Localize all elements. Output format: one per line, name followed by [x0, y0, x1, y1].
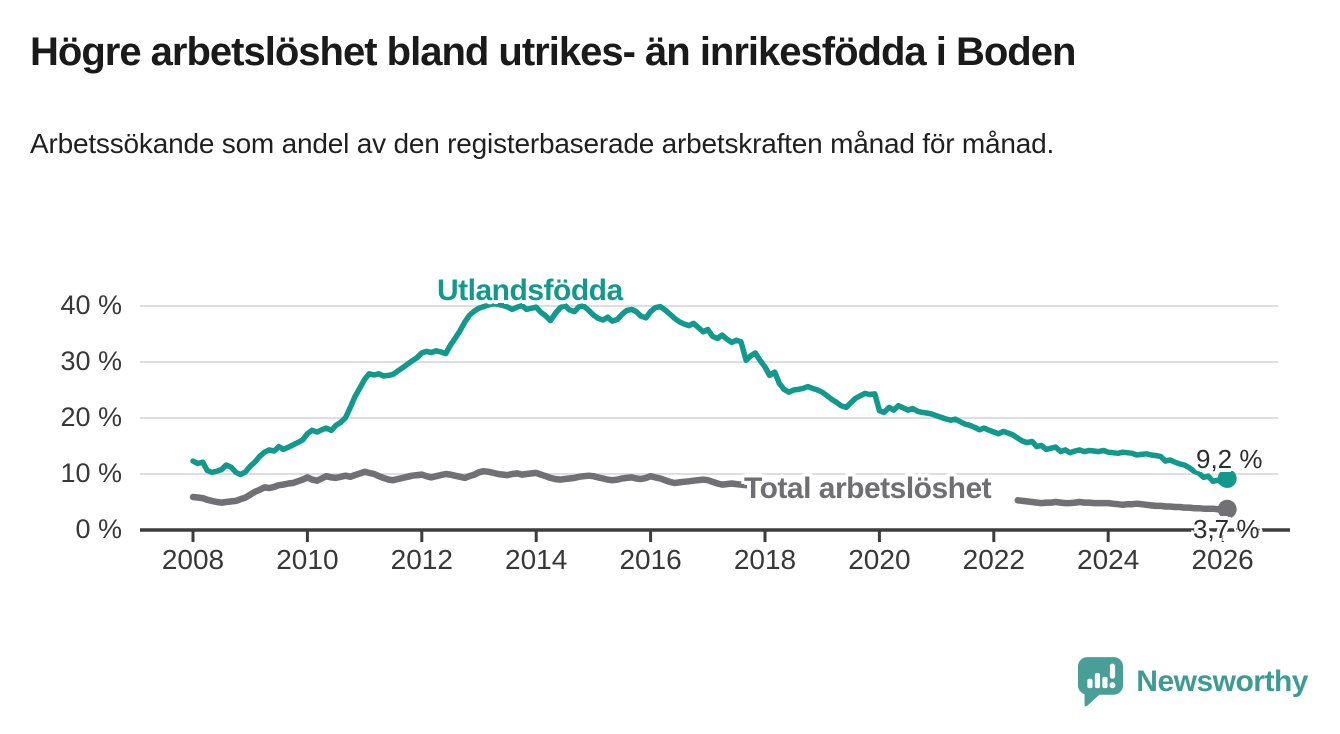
x-axis-tick-label: 2010: [276, 544, 339, 575]
y-axis-tick-label: 20 %: [60, 402, 122, 432]
chart-subtitle: Arbetssökande som andel av den registerb…: [30, 128, 1055, 159]
series-line: [190, 301, 1230, 486]
end-value-label-utlandsfodda: 9,2 %: [1196, 444, 1263, 474]
series-line: [1014, 497, 1231, 513]
y-axis-tick-label: 10 %: [60, 458, 122, 488]
series-label-total-arbetsloshet: Total arbetslöshet: [744, 472, 992, 505]
x-axis-tick-label: 2020: [848, 544, 911, 575]
x-axis-tick-label: 2024: [1077, 544, 1140, 575]
x-axis-tick-label: 2012: [390, 544, 453, 575]
series-line: [189, 467, 750, 506]
x-axis-tick-label: 2018: [733, 544, 797, 575]
x-axis-tick-label: 2016: [619, 544, 682, 575]
y-axis-tick-label: 0 %: [75, 514, 122, 544]
x-axis-tick-label: 2014: [505, 544, 568, 575]
page-title: Högre arbetslöshet bland utrikes- än inr…: [30, 30, 1076, 74]
x-axis-tick-label: 2008: [161, 544, 225, 575]
y-axis-tick-label: 30 %: [60, 346, 122, 376]
newsworthy-logo-icon: [1078, 657, 1124, 707]
newsworthy-branding: Newsworthy: [1077, 656, 1308, 708]
x-axis-tick-label: 2022: [962, 544, 1025, 575]
newsworthy-brand-text: Newsworthy: [1136, 665, 1308, 698]
series-label-utlandsfodda: Utlandsfödda: [437, 274, 623, 307]
end-value-label-total: 3,7 %: [1193, 514, 1260, 544]
x-axis-tick-label: 2026: [1191, 544, 1254, 575]
y-axis-tick-label: 40 %: [60, 290, 122, 320]
